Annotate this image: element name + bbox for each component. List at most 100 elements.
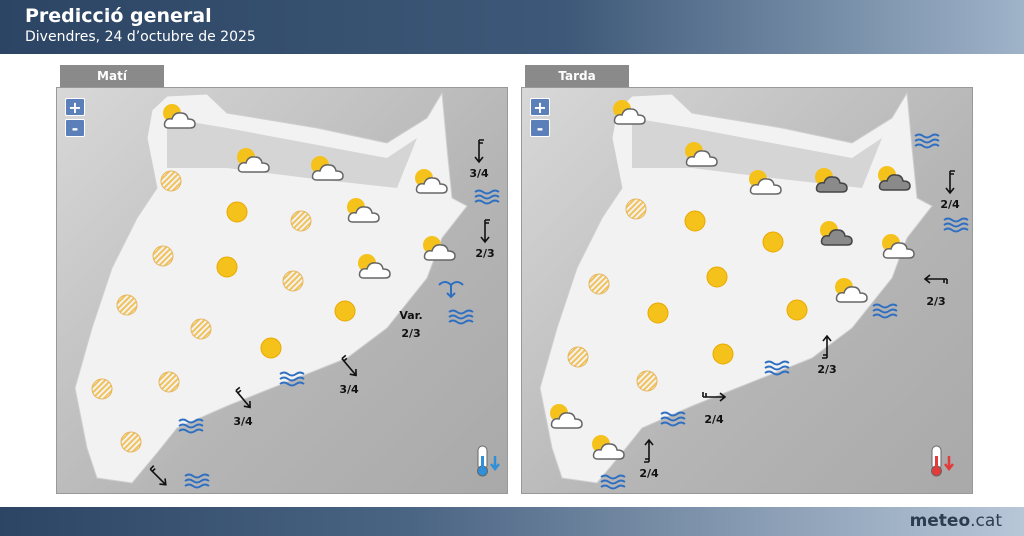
sunny-marker[interactable] bbox=[711, 342, 735, 370]
mostly-cloudy-marker[interactable] bbox=[874, 164, 914, 198]
sunny-marker[interactable] bbox=[215, 255, 239, 283]
map-mati[interactable]: + - 3/4 2/3 3/4 3/4 Var. 2/3 bbox=[56, 87, 508, 494]
sea-state-marker[interactable] bbox=[447, 308, 475, 330]
sea-state-marker[interactable] bbox=[278, 370, 306, 392]
wind-marker[interactable] bbox=[336, 354, 362, 384]
sunny-marker[interactable] bbox=[646, 301, 670, 329]
haze-marker[interactable] bbox=[587, 272, 611, 300]
haze-marker[interactable] bbox=[635, 369, 659, 397]
partly-cloudy-marker[interactable] bbox=[831, 276, 871, 310]
zoom-in-button[interactable]: + bbox=[65, 98, 85, 116]
waves-icon bbox=[448, 309, 474, 325]
sea-state-marker[interactable] bbox=[473, 188, 501, 210]
tab-tarda[interactable]: Tarda bbox=[525, 65, 629, 87]
haze-marker[interactable] bbox=[289, 209, 313, 237]
haze-marker[interactable] bbox=[281, 269, 305, 297]
mostly-cloudy-marker[interactable] bbox=[816, 219, 856, 253]
sea-state-marker[interactable] bbox=[913, 132, 941, 154]
haze-icon bbox=[152, 245, 174, 267]
partly-cloudy-marker[interactable] bbox=[411, 167, 451, 201]
variable-sea-icon bbox=[438, 281, 464, 299]
sun-icon bbox=[706, 266, 728, 288]
wind-marker[interactable] bbox=[466, 138, 492, 168]
waves-icon bbox=[914, 133, 940, 149]
wind-marker[interactable] bbox=[472, 218, 498, 248]
wind-arrow-icon bbox=[341, 354, 357, 377]
partly-cloudy-marker[interactable] bbox=[159, 102, 199, 136]
sunny-marker[interactable] bbox=[705, 265, 729, 293]
wind-marker[interactable] bbox=[937, 169, 963, 199]
partly-cloudy-icon bbox=[311, 156, 344, 181]
partly-cloudy-marker[interactable] bbox=[419, 234, 459, 268]
zoom-out-button[interactable]: - bbox=[530, 119, 550, 137]
variable-sea-marker[interactable] bbox=[437, 277, 465, 305]
haze-icon bbox=[116, 294, 138, 316]
waves-icon bbox=[872, 303, 898, 319]
wind-force-label: 2/3 bbox=[401, 327, 421, 340]
haze-icon bbox=[625, 198, 647, 220]
sunny-marker[interactable] bbox=[333, 299, 357, 327]
haze-marker[interactable] bbox=[151, 244, 175, 272]
partly-cloudy-marker[interactable] bbox=[233, 146, 273, 180]
zoom-out-button[interactable]: - bbox=[65, 119, 85, 137]
partly-cloudy-icon bbox=[749, 170, 782, 195]
partly-cloudy-marker[interactable] bbox=[745, 168, 785, 202]
wind-force-label: Var. bbox=[399, 309, 423, 322]
partly-cloudy-icon bbox=[685, 142, 718, 167]
sea-state-marker[interactable] bbox=[871, 302, 899, 324]
wind-force-label: 2/3 bbox=[475, 247, 495, 260]
mostly-cloudy-icon bbox=[820, 221, 853, 246]
sea-state-marker[interactable] bbox=[942, 216, 970, 238]
haze-marker[interactable] bbox=[115, 293, 139, 321]
wind-marker[interactable] bbox=[814, 334, 840, 364]
partly-cloudy-marker[interactable] bbox=[878, 232, 918, 266]
wind-force-label: 2/4 bbox=[639, 467, 659, 480]
partly-cloudy-marker[interactable] bbox=[343, 196, 383, 230]
sun-icon bbox=[786, 299, 808, 321]
sunny-marker[interactable] bbox=[761, 230, 785, 258]
wind-marker[interactable] bbox=[636, 438, 662, 468]
sunny-marker[interactable] bbox=[683, 209, 707, 237]
temperature-trend bbox=[473, 444, 503, 482]
sunny-marker[interactable] bbox=[225, 200, 249, 228]
haze-marker[interactable] bbox=[157, 370, 181, 398]
haze-marker[interactable] bbox=[159, 169, 183, 197]
partly-cloudy-marker[interactable] bbox=[354, 252, 394, 286]
sea-state-marker[interactable] bbox=[763, 359, 791, 381]
sun-icon bbox=[334, 300, 356, 322]
wind-marker[interactable] bbox=[701, 384, 727, 414]
sun-icon bbox=[260, 337, 282, 359]
haze-marker[interactable] bbox=[90, 377, 114, 405]
wind-marker[interactable] bbox=[145, 464, 171, 493]
partly-cloudy-marker[interactable] bbox=[307, 154, 347, 188]
haze-marker[interactable] bbox=[624, 197, 648, 225]
partly-cloudy-icon bbox=[550, 404, 583, 429]
brand-logo: meteo.cat bbox=[909, 511, 1002, 531]
haze-icon bbox=[588, 273, 610, 295]
tab-mati[interactable]: Matí bbox=[60, 65, 164, 87]
sea-state-marker[interactable] bbox=[177, 417, 205, 439]
sea-state-marker[interactable] bbox=[659, 410, 687, 432]
haze-marker[interactable] bbox=[189, 317, 213, 345]
partly-cloudy-marker[interactable] bbox=[588, 433, 628, 467]
mostly-cloudy-marker[interactable] bbox=[811, 166, 851, 200]
map-tarda[interactable]: + - 2/4 2/3 2/3 2/4 2/4 bbox=[521, 87, 973, 494]
partly-cloudy-icon bbox=[347, 198, 380, 223]
sea-state-marker[interactable] bbox=[183, 472, 211, 493]
sunny-marker[interactable] bbox=[785, 298, 809, 326]
partly-cloudy-icon bbox=[415, 169, 448, 194]
sun-icon bbox=[712, 343, 734, 365]
sunny-marker[interactable] bbox=[259, 336, 283, 364]
sea-state-marker[interactable] bbox=[599, 473, 627, 493]
wind-arrow-icon bbox=[945, 170, 955, 195]
haze-icon bbox=[91, 378, 113, 400]
haze-marker[interactable] bbox=[119, 430, 143, 458]
partly-cloudy-marker[interactable] bbox=[681, 140, 721, 174]
haze-marker[interactable] bbox=[566, 345, 590, 373]
wind-marker[interactable] bbox=[923, 266, 949, 296]
waves-icon bbox=[764, 360, 790, 376]
partly-cloudy-marker[interactable] bbox=[609, 98, 649, 132]
zoom-in-button[interactable]: + bbox=[530, 98, 550, 116]
partly-cloudy-marker[interactable] bbox=[546, 402, 586, 436]
wind-marker[interactable] bbox=[230, 386, 256, 416]
